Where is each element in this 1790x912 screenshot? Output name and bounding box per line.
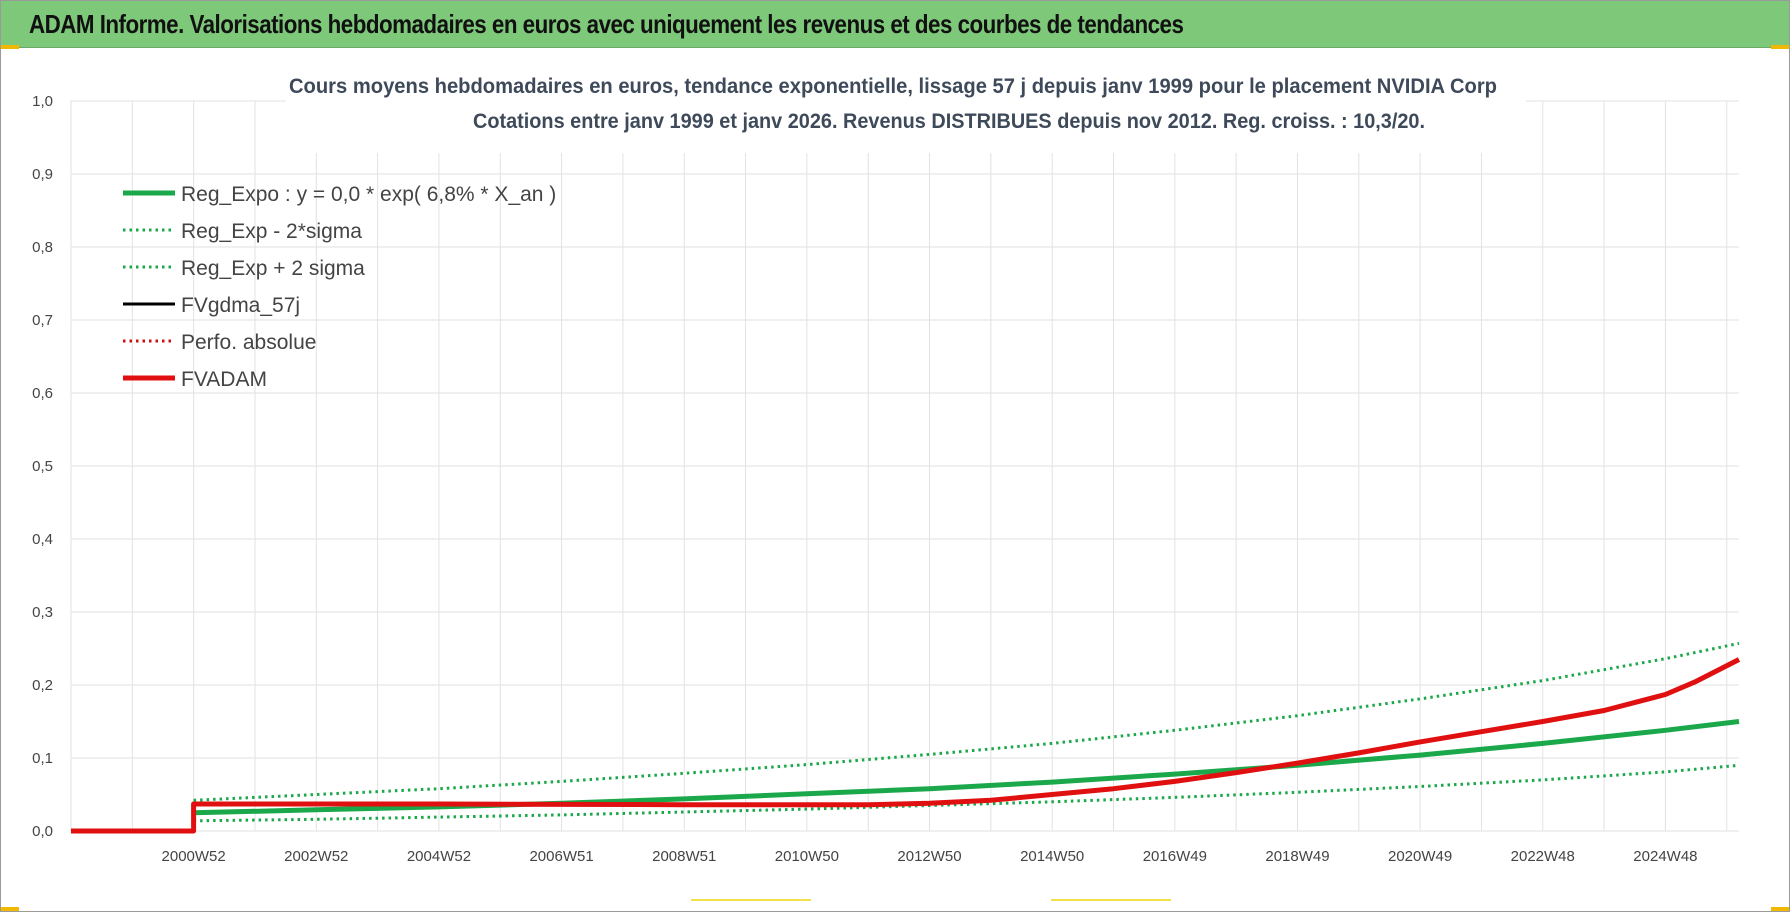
legend-label-fvadam: FVADAM xyxy=(181,368,267,391)
corner-mark-top-left xyxy=(1,45,19,49)
x-tick-label: 2012W50 xyxy=(897,848,961,865)
x-axis: 2000W52 2002W52 2004W52 2006W51 2008W51 2010W… xyxy=(162,848,1698,865)
x-tick-label: 2004W52 xyxy=(407,848,471,865)
chart: 1,0 0,9 0,8 0,7 0,6 0,5 0,4 0,3 0,2 0,1 0,0 2000W5… xyxy=(32,67,1741,865)
legend-label-perfo: Perfo. absolue xyxy=(181,331,316,354)
series xyxy=(71,641,1741,834)
series-line-fvadam xyxy=(71,657,1741,834)
x-tick-label: 2006W51 xyxy=(529,848,593,865)
x-tick-label: 2002W52 xyxy=(284,848,348,865)
series-line-reg-exp-2-sigma xyxy=(193,641,1740,802)
x-tick-label: 2010W50 xyxy=(775,848,839,865)
legend-label-reg_minus: Reg_Exp - 2*sigma xyxy=(181,220,362,243)
y-tick-label: 0,4 xyxy=(32,531,53,548)
y-tick-label: 0,5 xyxy=(32,458,53,475)
x-tick-label: 2008W51 xyxy=(652,848,716,865)
x-tick-label: 2022W48 xyxy=(1511,848,1575,865)
x-tick-label: 2016W49 xyxy=(1143,848,1207,865)
legend-label-reg_plus: Reg_Exp + 2 sigma xyxy=(181,257,365,280)
x-tick-label: 2020W49 xyxy=(1388,848,1452,865)
legend-label-reg_expo: Reg_Expo : y = 0,0 * exp( 6,8% * X_an ) xyxy=(181,183,556,206)
y-tick-label: 0,2 xyxy=(32,677,53,694)
chart-title: Cours moyens hebdomadaires en euros, ten… xyxy=(289,75,1497,98)
corner-mark-top-right xyxy=(1771,45,1789,49)
y-tick-label: 0,7 xyxy=(32,312,53,329)
y-tick-label: 0,8 xyxy=(32,239,53,256)
page-title: ADAM Informe. Valorisations hebdomadaire… xyxy=(29,9,1184,39)
series-line-reg-exp-2-sigma xyxy=(193,763,1740,823)
x-tick-label: 2000W52 xyxy=(162,848,226,865)
y-tick-label: 0,1 xyxy=(32,750,53,767)
bottom-accent-left xyxy=(691,899,811,901)
x-tick-label: 2018W49 xyxy=(1265,848,1329,865)
legend: Reg_Expo : y = 0,0 * exp( 6,8% * X_an ) R… xyxy=(123,183,556,391)
y-tick-label: 1,0 xyxy=(32,93,53,110)
y-tick-label: 0,3 xyxy=(32,604,53,621)
y-tick-label: 0,0 xyxy=(32,823,53,840)
header-banner: ADAM Informe. Valorisations hebdomadaire… xyxy=(1,1,1789,48)
legend-label-fvgdma: FVgdma_57j xyxy=(181,294,300,317)
bottom-accent-right xyxy=(1051,899,1171,901)
y-axis: 1,0 0,9 0,8 0,7 0,6 0,5 0,4 0,3 0,2 0,1 0,0 xyxy=(32,93,53,840)
chart-subtitle: Cotations entre janv 1999 et janv 2026. … xyxy=(473,110,1425,133)
corner-mark-bottom-right xyxy=(1771,907,1789,911)
corner-mark-bottom-left xyxy=(1,907,19,911)
title-background xyxy=(286,67,1526,153)
x-tick-label: 2024W48 xyxy=(1633,848,1697,865)
y-tick-label: 0,6 xyxy=(32,385,53,402)
y-tick-label: 0,9 xyxy=(32,166,53,183)
grid xyxy=(70,100,1739,832)
x-tick-label: 2014W50 xyxy=(1020,848,1084,865)
